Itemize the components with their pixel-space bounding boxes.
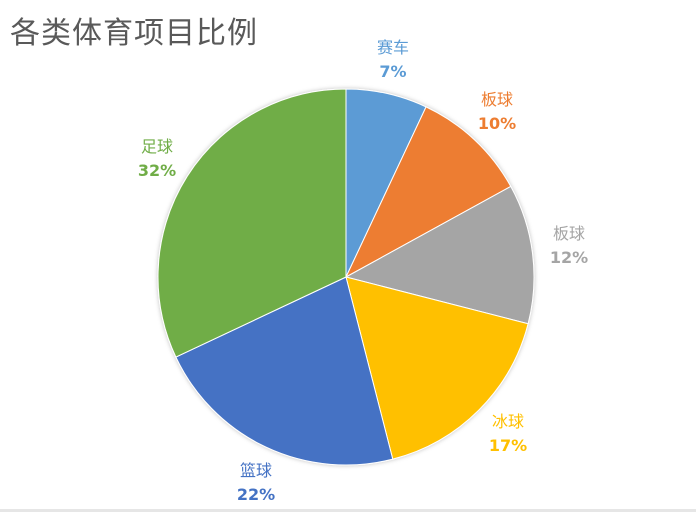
data-label: 板球 10% (477, 90, 517, 133)
pie-slice (175, 276, 394, 466)
data-label: 足球 32% (137, 137, 177, 180)
pie-slice (157, 88, 347, 358)
data-label: 冰球 17% (488, 412, 528, 455)
pie-slice (344, 185, 535, 325)
pie-slice (345, 276, 529, 460)
data-label: 板球 12% (549, 224, 589, 267)
bottom-border (0, 509, 696, 512)
data-label: 篮球 22% (236, 461, 276, 504)
pie-slice (344, 106, 512, 279)
data-label: 赛车 7% (376, 38, 410, 81)
chart-title: 各类体育项目比例 (10, 16, 258, 51)
